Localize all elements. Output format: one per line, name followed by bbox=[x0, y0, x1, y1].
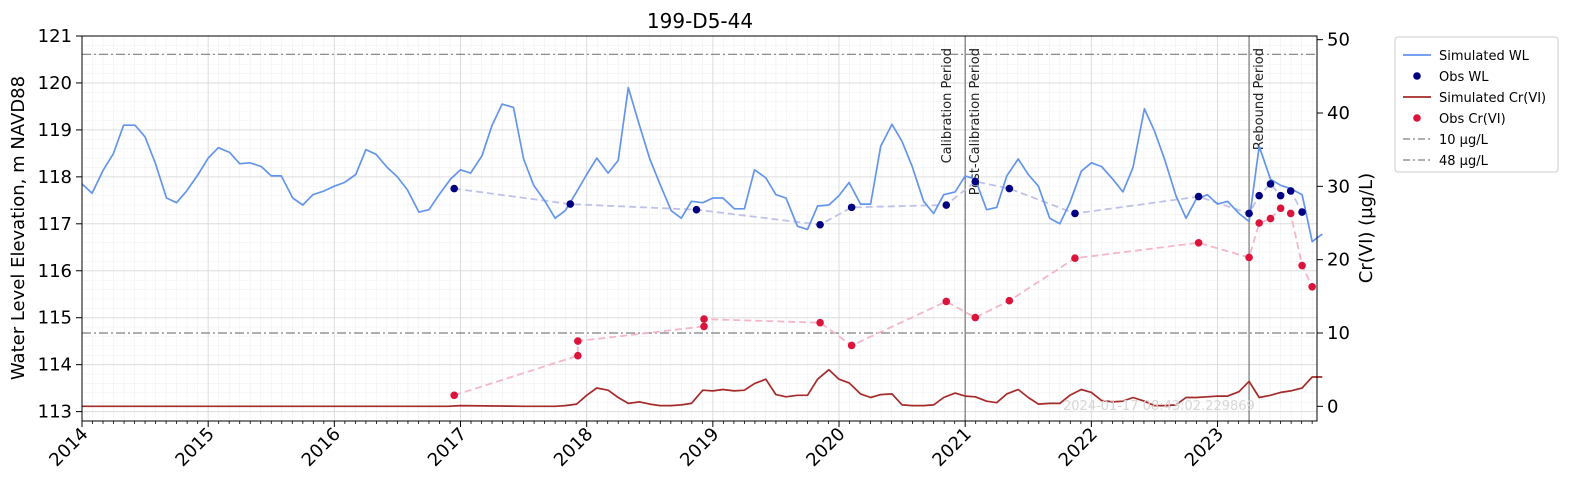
obs-wl-point bbox=[692, 205, 701, 214]
obs-cr-point bbox=[1286, 209, 1295, 218]
obs-wl-point bbox=[1266, 180, 1275, 188]
x-tick-label: 2017 bbox=[424, 424, 471, 471]
x-tick-label: 2021 bbox=[928, 424, 975, 471]
y-left-tick-label: 118 bbox=[38, 167, 72, 188]
y-left-tick-label: 120 bbox=[38, 73, 72, 94]
obs-cr-point bbox=[1255, 219, 1263, 227]
obs-wl-point bbox=[847, 203, 856, 212]
obs-cr-point bbox=[1308, 283, 1316, 291]
obs-wl-point bbox=[1005, 184, 1014, 193]
y-right-tick-label: 20 bbox=[1327, 250, 1350, 271]
period-label: Rebound Period bbox=[1252, 48, 1267, 150]
x-tick-label: 2014 bbox=[45, 424, 92, 471]
watermark: 2024-01-17 08:43:02.229869 bbox=[1063, 399, 1255, 414]
obs-cr-point bbox=[847, 341, 856, 350]
series-layer bbox=[81, 86, 1323, 408]
obs-cr-point bbox=[1266, 214, 1275, 223]
obs-cr-point bbox=[971, 313, 980, 322]
legend-box bbox=[1394, 36, 1559, 173]
y-left-tick-label: 116 bbox=[38, 261, 72, 282]
obs-cr-point bbox=[450, 391, 459, 400]
y-left-tick-label: 115 bbox=[38, 308, 72, 329]
obs-cr-point bbox=[574, 337, 582, 345]
period-label: Calibration Period bbox=[940, 48, 955, 163]
threshold-lines bbox=[82, 53, 1317, 334]
obs-cr-point bbox=[1298, 261, 1306, 270]
y-left-tick-label: 114 bbox=[38, 355, 72, 376]
obs-wl-point bbox=[1286, 187, 1295, 195]
obs-wl-point bbox=[1194, 192, 1203, 201]
y-right-tick-label: 0 bbox=[1327, 396, 1338, 417]
simulated-cr-line bbox=[82, 368, 1323, 408]
obs-cr-point bbox=[816, 318, 824, 327]
x-tick-label: 2023 bbox=[1181, 424, 1228, 471]
obs-wl-point bbox=[1245, 209, 1253, 218]
obs-cr-point bbox=[1005, 296, 1014, 305]
y-left-tick-label: 121 bbox=[38, 26, 72, 47]
obs-cr-point bbox=[1245, 253, 1253, 262]
obs-cr-point bbox=[574, 351, 582, 360]
obs-cr-point bbox=[1194, 239, 1203, 247]
obs-cr-point bbox=[700, 315, 708, 323]
obs-wl-point bbox=[450, 184, 459, 193]
obs-wl-point bbox=[1071, 209, 1079, 218]
grid bbox=[81, 35, 1317, 422]
chart-title: 199-D5-44 bbox=[647, 9, 753, 33]
legend-label: Obs WL bbox=[1439, 70, 1489, 85]
simulated-wl-line bbox=[81, 86, 1323, 243]
x-tick-label: 2020 bbox=[802, 424, 849, 471]
x-tick-label: 2022 bbox=[1055, 424, 1102, 471]
obs-cr-point bbox=[942, 297, 951, 306]
obs-wl-trend-line bbox=[454, 180, 1303, 226]
legend-label: 10 µg/L bbox=[1439, 133, 1489, 148]
y-right-tick-label: 40 bbox=[1327, 103, 1350, 124]
obs-cr-trend-line bbox=[453, 207, 1314, 397]
obs-wl-point bbox=[1298, 208, 1306, 216]
obs-cr-point bbox=[1276, 204, 1285, 213]
legend-label: Simulated WL bbox=[1439, 49, 1530, 64]
x-tick-label: 2018 bbox=[550, 424, 597, 471]
obs-cr-point bbox=[1071, 254, 1079, 262]
y-left-tick-label: 117 bbox=[38, 214, 72, 235]
y-axis-right-title: Cr(VI) (µg/L) bbox=[1356, 173, 1377, 283]
obs-cr-point bbox=[700, 322, 708, 331]
legend-dot-swatch bbox=[1413, 72, 1421, 80]
y-left-tick-label: 113 bbox=[38, 402, 72, 423]
obs-wl-point bbox=[566, 200, 575, 208]
legend-dot-swatch bbox=[1413, 114, 1421, 122]
x-tick-label: 2015 bbox=[171, 424, 218, 471]
y-axis-left-title: Water Level Elevation, m NAVD88 bbox=[8, 76, 29, 380]
obs-wl-point bbox=[1255, 191, 1263, 200]
plot-frame bbox=[81, 35, 1318, 422]
y-right-tick-label: 50 bbox=[1327, 30, 1350, 51]
obs-wl-point bbox=[971, 177, 980, 186]
obs-wl-point bbox=[1276, 191, 1285, 200]
legend: Simulated WL Obs WL Simulated Cr(VI) Obs Cr… bbox=[1394, 36, 1559, 173]
x-tick-label: 2016 bbox=[298, 424, 345, 471]
period-markers: Calibration Period Post-Calibration Perio… bbox=[940, 36, 1267, 421]
x-tick-label: 2019 bbox=[676, 424, 723, 471]
y-left-tick-label: 119 bbox=[38, 120, 72, 141]
y-right-tick-label: 30 bbox=[1327, 176, 1350, 197]
obs-wl-point bbox=[816, 220, 824, 229]
legend-label: Obs Cr(VI) bbox=[1439, 112, 1506, 127]
y-right-tick-label: 10 bbox=[1327, 323, 1350, 344]
legend-label: Simulated Cr(VI) bbox=[1439, 91, 1546, 106]
period-label: Post-Calibration Period bbox=[968, 48, 983, 195]
legend-label: 48 µg/L bbox=[1439, 154, 1489, 169]
obs-wl-point bbox=[942, 201, 951, 209]
